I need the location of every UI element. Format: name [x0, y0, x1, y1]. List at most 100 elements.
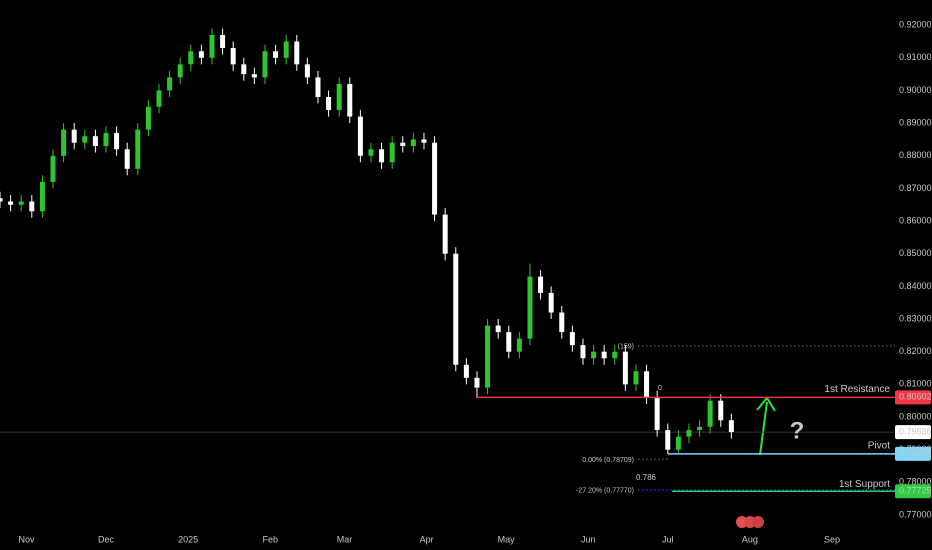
candle-body [39, 181, 45, 212]
candle-body [273, 51, 279, 58]
candle-body [591, 351, 597, 359]
level-name: 1st Resistance [824, 384, 890, 395]
candle-body [453, 253, 459, 365]
y-tick-label: 0.88000 [899, 150, 932, 160]
candle-body [103, 132, 109, 146]
candle-body [220, 34, 226, 49]
y-tick-label: 0.84000 [899, 281, 932, 291]
x-tick-label: Aug [742, 534, 758, 544]
x-tick-label: Jun [581, 534, 596, 544]
candle-body [495, 325, 501, 333]
candle-body [135, 129, 141, 169]
candle-body [432, 142, 438, 215]
candle-body [262, 51, 268, 78]
candle-body [167, 77, 173, 91]
candle-body [336, 83, 342, 111]
candle-body [92, 136, 98, 146]
candle-body [442, 214, 448, 254]
candle-body [548, 292, 554, 313]
x-tick-label: Jul [662, 534, 674, 544]
candle-body [368, 149, 374, 156]
candle-body [654, 397, 660, 431]
candle-body [326, 96, 332, 111]
level-price-label: 0.78871 [899, 448, 932, 458]
y-tick-label: 0.85000 [899, 248, 932, 258]
x-tick-label: 2025 [178, 534, 198, 544]
candle-body [29, 201, 35, 212]
candle-body [580, 345, 586, 359]
candle-body [644, 371, 650, 398]
level-price-box [895, 446, 931, 461]
candle-body [251, 74, 257, 78]
candle-body [188, 51, 194, 65]
candle-body [241, 64, 247, 75]
candle-body [357, 116, 363, 156]
last-price-box [895, 425, 931, 440]
currency-icon [736, 516, 764, 528]
candle-body [686, 430, 692, 437]
candle-body [114, 132, 120, 150]
candle-body [675, 436, 681, 450]
candle-body [516, 338, 522, 352]
y-tick-label: 0.80000 [899, 411, 932, 421]
y-tick-label: 0.77000 [899, 509, 932, 519]
candle-body [421, 139, 427, 143]
y-tick-label: 0.81000 [899, 379, 932, 389]
y-tick-label: 0.89000 [899, 117, 932, 127]
x-tick-label: Feb [263, 534, 279, 544]
y-tick-label: 0.91000 [899, 52, 932, 62]
candle-body [8, 201, 14, 205]
candle-body [485, 325, 491, 388]
candle-body [601, 351, 607, 359]
candle-body [612, 351, 618, 359]
candle-body [294, 41, 300, 65]
y-tick-label: 0.82000 [899, 346, 932, 356]
candle-body [18, 201, 24, 205]
candle-body [209, 34, 215, 58]
candle-body [697, 426, 703, 431]
level-price-box [895, 390, 931, 405]
candle-body [728, 420, 734, 433]
candle-body [718, 400, 724, 421]
candle-body [474, 377, 480, 388]
last-price-label: 0.79536 [899, 427, 932, 437]
candle-body [61, 129, 67, 156]
candle-body [177, 64, 183, 78]
y-tick-label: 0.83000 [899, 313, 932, 323]
x-tick-label: May [498, 534, 516, 544]
x-tick-label: Mar [337, 534, 353, 544]
x-tick-label: Sep [824, 534, 840, 544]
level-name: Pivot [868, 441, 890, 452]
level-name: 1st Support [839, 479, 890, 490]
fib-label: 0.00% (0.78709) [582, 457, 634, 464]
candle-body [389, 142, 395, 163]
annotation: ? [790, 417, 805, 444]
candle-body [665, 430, 671, 450]
candle-body [82, 136, 88, 143]
candle-body [622, 351, 628, 385]
candle-body [410, 139, 416, 146]
candle-body [50, 155, 56, 182]
annotation: 0 [658, 385, 662, 392]
candle-body [707, 400, 713, 427]
candle-body [71, 129, 77, 143]
candle-body [379, 149, 385, 163]
candle-body [538, 276, 544, 293]
candle-body [304, 64, 310, 78]
candle-body [569, 332, 575, 346]
candle-body [527, 276, 533, 339]
candle-body [230, 48, 236, 65]
fib-label: -27.20% (0.77770) [576, 488, 634, 495]
candle-body [198, 51, 204, 58]
x-tick-label: Apr [420, 534, 434, 544]
x-tick-label: Nov [18, 534, 35, 544]
candle-body [559, 312, 565, 333]
level-price-label: 0.80602 [899, 392, 932, 402]
y-tick-label: 0.90000 [899, 85, 932, 95]
level-price-label: 0.77725 [899, 486, 932, 496]
annotation: 0.786 [636, 473, 657, 482]
y-tick-label: 0.86000 [899, 215, 932, 225]
candle-body [315, 77, 321, 97]
